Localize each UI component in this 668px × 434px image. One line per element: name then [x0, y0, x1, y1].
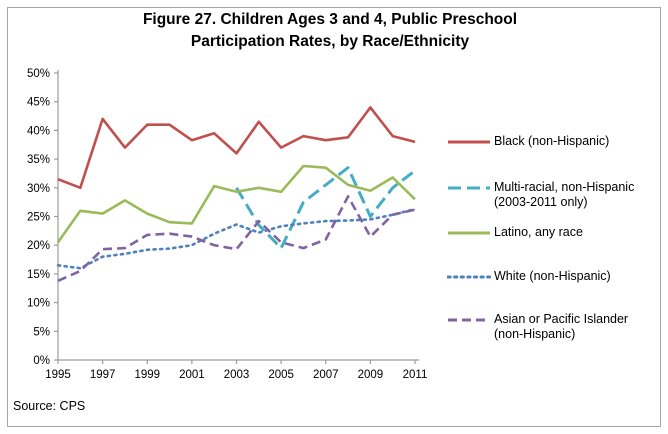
chart-title-line1: Figure 27. Children Ages 3 and 4, Public… [142, 11, 518, 28]
legend-label: Latino, any race [494, 225, 583, 239]
x-tick-label: 2011 [403, 369, 428, 381]
legend-label: Black (non-Hispanic) [494, 134, 610, 148]
y-tick-label: 45% [27, 97, 50, 109]
chart-title: Figure 27. Children Ages 3 and 4, Public… [0, 9, 660, 53]
legend-item-latino-any-race: Latino, any race [447, 225, 583, 240]
legend-item-asian-or-pacific-islander: Asian or Pacific Islander (non-Hispanic) [447, 312, 628, 342]
legend-swatch [448, 231, 490, 235]
y-tick-label: 20% [27, 240, 50, 252]
legend-label: Asian or Pacific Islander (non-Hispanic) [494, 312, 629, 341]
chart-title-line2: Participation Rates, by Race/Ethnicity [190, 33, 470, 50]
x-tick-label: 1995 [45, 369, 71, 381]
x-tick-label: 1999 [134, 369, 160, 381]
y-tick-label: 15% [27, 269, 50, 281]
y-tick-label: 10% [27, 298, 50, 310]
figure-border [7, 7, 661, 427]
series-line-white-non-hispanic- [56, 207, 417, 270]
series-line-black-non-hispanic- [57, 106, 416, 190]
legend-item-black-non-hispanic-: Black (non-Hispanic) [447, 134, 609, 149]
x-tick-label: 2007 [313, 369, 339, 381]
x-tick-label: 2001 [179, 369, 205, 381]
y-tick-label: 5% [33, 326, 50, 338]
series-line-asian-or-pacific-islander [57, 195, 416, 282]
series-line-multi-racial-non-hispanic [235, 166, 416, 250]
x-tick-label: 1997 [90, 369, 116, 381]
y-tick-label: 25% [27, 212, 50, 224]
x-tick-label: 2003 [224, 369, 250, 381]
legend-label: White (non-Hispanic) [494, 269, 611, 283]
legend-swatch [448, 318, 490, 322]
legend-swatch [448, 140, 490, 144]
source-note: Source: CPS [13, 399, 86, 413]
y-tick-label: 50% [27, 68, 50, 80]
legend-item-white-non-hispanic-: White (non-Hispanic) [447, 269, 611, 284]
x-tick-label: 2005 [268, 369, 294, 381]
legend-item-multi-racial-non-hispanic: Multi-racial, non-Hispanic (2003-2011 on… [447, 180, 634, 210]
legend-swatch [447, 275, 491, 279]
y-tick-label: 35% [27, 154, 50, 166]
y-tick-label: 30% [27, 183, 50, 195]
y-tick-label: 40% [27, 125, 50, 137]
series-line-latino-any-race [56, 164, 416, 244]
x-tick-label: 2009 [358, 369, 384, 381]
legend-label: Multi-racial, non-Hispanic (2003-2011 on… [494, 180, 635, 209]
y-tick-label: 0% [33, 355, 50, 367]
legend-swatch [448, 186, 490, 190]
